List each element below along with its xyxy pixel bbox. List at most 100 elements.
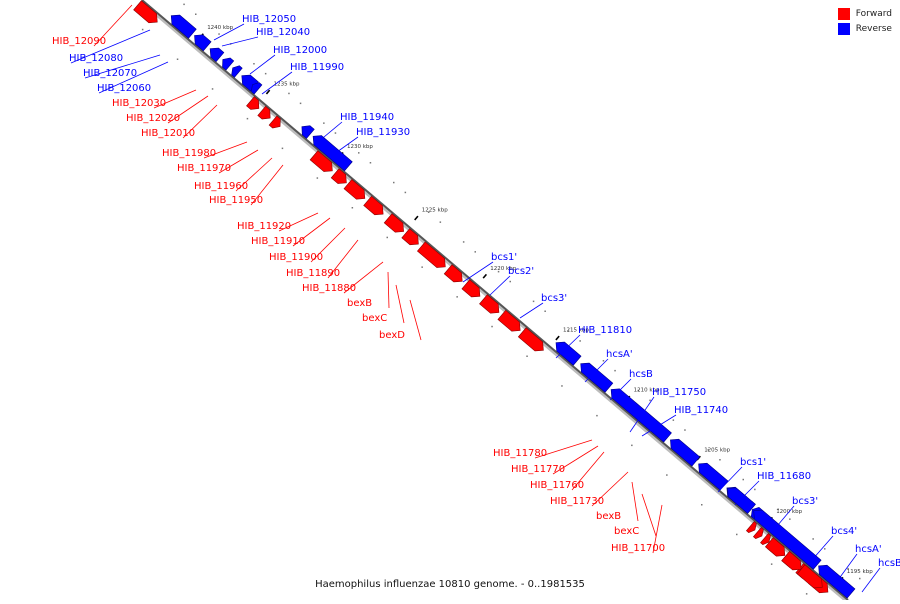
reverse-swatch: [837, 23, 850, 35]
axis-dot: [288, 92, 290, 95]
gene-leader-line: [584, 358, 609, 383]
gene-leader-line: [213, 23, 245, 41]
axis-dot: [358, 152, 360, 154]
gene-leader-line: [717, 466, 743, 493]
gene-block: [301, 125, 315, 139]
axis-dot: [386, 236, 388, 239]
axis-dot: [526, 355, 528, 357]
tick-label: 1225 kbp: [422, 208, 448, 214]
gene-leader-line: [641, 493, 657, 537]
gene-label: HIB_11730: [550, 496, 604, 507]
gene-leader-line: [249, 54, 276, 75]
axis-dot: [637, 389, 640, 392]
tick-label: 1210 kbp: [634, 388, 660, 394]
gene-arrow-shape: [796, 564, 823, 589]
gene-block: [246, 96, 260, 110]
axis-dot: [789, 518, 791, 520]
gene-block: [555, 341, 582, 366]
axis-dot: [614, 369, 616, 372]
tick-label: 1205 kbp: [704, 448, 730, 454]
gene-leader-line: [93, 4, 133, 47]
axis-dot: [707, 449, 709, 451]
gene-arrow-shape: [222, 57, 235, 71]
gene-label: hcsA': [606, 349, 633, 360]
axis-dot: [218, 33, 220, 35]
gene-arrow-shape: [517, 327, 544, 352]
axis-dot: [847, 567, 849, 570]
gene-arrow-shape: [781, 551, 802, 571]
axis-dot: [334, 132, 337, 134]
gene-arrow-shape: [246, 96, 260, 110]
tick-label: 1220 kbp: [490, 266, 516, 272]
gene-block: [309, 150, 333, 172]
gene-leader-line: [153, 89, 197, 109]
gene-arrow-shape: [580, 362, 614, 393]
gene-label: HIB_12010: [141, 128, 195, 139]
axis-dot: [544, 310, 546, 312]
axis-dot: [509, 280, 511, 283]
axis-dot: [742, 478, 744, 481]
tick-mark: [482, 273, 488, 279]
gene-arrow-shape: [257, 105, 271, 120]
gene-block: [753, 509, 822, 570]
axis-dot: [404, 191, 407, 194]
axis-dot: [393, 181, 395, 184]
gene-block: [363, 195, 384, 216]
axis-dot: [672, 419, 675, 421]
gene-arrow-shape: [209, 47, 225, 63]
gene-label: HIB_12060: [97, 83, 151, 94]
gene-leader-line: [250, 164, 284, 206]
axis-dot: [281, 147, 284, 150]
genome-axis: [141, 0, 849, 601]
gene-block: [401, 228, 419, 246]
gene-arrow-shape: [497, 309, 521, 332]
tick-mark: [414, 215, 419, 221]
axis-dot: [754, 488, 756, 491]
gene-label: HIB_12070: [83, 68, 137, 79]
gene-leader-line: [555, 334, 581, 359]
gene-leader-line: [343, 261, 384, 294]
gene-label: HIB_12090: [52, 36, 106, 47]
gene-label: hcsA': [855, 544, 882, 555]
gene-block: [194, 34, 212, 52]
gene-label: HIB_12020: [126, 113, 180, 124]
gene-leader-line: [336, 136, 359, 153]
axis-dot: [351, 207, 354, 209]
gene-label: HIB_11960: [194, 181, 248, 192]
axis-dot: [176, 58, 179, 60]
gene-label: HIB_11780: [493, 448, 547, 459]
tick-label: 1195 kbp: [847, 569, 873, 575]
gene-label: HIB_11700: [611, 543, 665, 554]
gene-leader-line: [327, 239, 359, 279]
gene-label: bcs3': [541, 293, 567, 304]
gene-label: bcs2': [508, 266, 534, 277]
axis-dot: [649, 399, 651, 402]
gene-block: [133, 0, 158, 24]
gene-arrow-shape: [133, 0, 158, 24]
legend-reverse: Reverse: [837, 23, 892, 35]
gene-block: [222, 57, 235, 71]
forward-swatch: [837, 8, 850, 20]
gene-label: HIB_12050: [242, 14, 296, 25]
axis-dot: [462, 241, 465, 243]
gene-block: [231, 65, 243, 78]
axis-dot: [567, 330, 570, 332]
gene-label: HIB_11910: [251, 236, 305, 247]
gene-leader-line: [409, 299, 422, 341]
axis-dot: [141, 28, 144, 31]
axis-dot: [736, 533, 738, 536]
axis-dot: [602, 360, 605, 362]
axis-dot: [701, 504, 703, 506]
gene-label: bcs4': [831, 526, 857, 537]
gene-leader-line: [652, 504, 663, 554]
gene-leader-line: [591, 471, 629, 507]
gene-block: [727, 487, 756, 514]
gene-block: [209, 47, 225, 63]
tick-mark: [265, 89, 271, 95]
gene-block: [517, 327, 544, 352]
axis-dot: [439, 221, 442, 223]
gene-arrow-shape: [443, 264, 463, 283]
axis-dots: [141, 3, 861, 595]
